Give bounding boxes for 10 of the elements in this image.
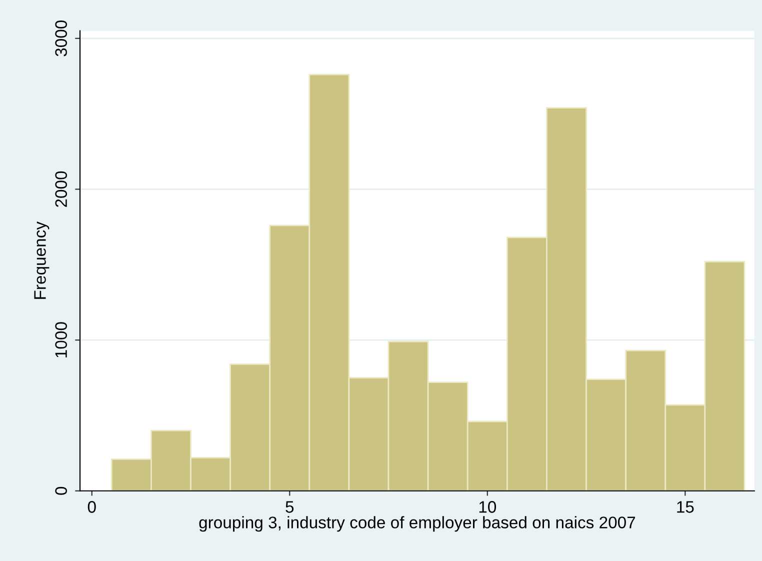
x-tick-label: 0 [88,501,96,513]
x-axis-title: grouping 3, industry code of employer based on naics 2007 [199,516,636,532]
x-tick-label: 15 [677,501,694,513]
x-tick-label: 10 [479,501,496,513]
y-tick-label: 3000 [55,20,67,56]
x-tick-label: 5 [286,501,294,513]
y-axis-title: Frequency [34,222,50,299]
y-tick-label: 2000 [55,171,67,207]
y-tick-label: 0 [55,486,67,495]
y-tick-label: 1000 [55,322,67,358]
